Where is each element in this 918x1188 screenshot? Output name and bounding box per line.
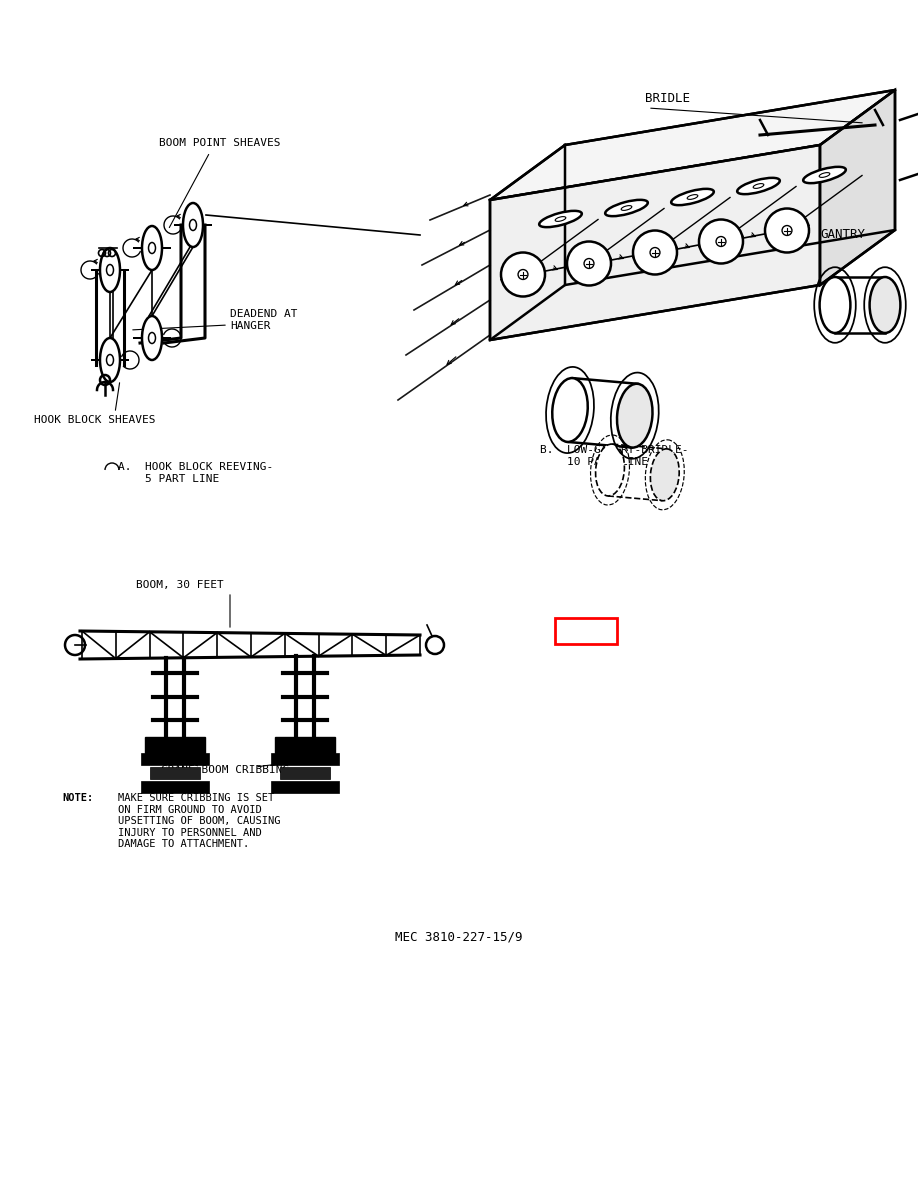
Text: CRANE BOOM CRIBBING: CRANE BOOM CRIBBING	[161, 765, 289, 775]
Polygon shape	[490, 90, 895, 200]
Text: BRIDLE: BRIDLE	[645, 91, 690, 105]
Ellipse shape	[100, 339, 120, 383]
Bar	[271, 781, 339, 794]
Ellipse shape	[189, 220, 196, 230]
Ellipse shape	[149, 242, 155, 253]
Bar	[555, 618, 617, 644]
Ellipse shape	[149, 333, 155, 343]
Bar	[275, 737, 335, 753]
Bar	[141, 781, 209, 794]
Ellipse shape	[699, 220, 743, 264]
Bar	[150, 767, 200, 779]
Text: MEC 3810-227-15/9: MEC 3810-227-15/9	[396, 930, 522, 943]
Ellipse shape	[596, 444, 624, 495]
Bar	[271, 753, 339, 765]
Ellipse shape	[100, 248, 120, 292]
Ellipse shape	[820, 277, 850, 333]
Ellipse shape	[716, 236, 726, 246]
Text: NOTE:: NOTE:	[62, 794, 94, 803]
Polygon shape	[490, 145, 820, 340]
Ellipse shape	[605, 200, 648, 216]
Ellipse shape	[782, 226, 792, 235]
Ellipse shape	[518, 270, 528, 279]
Text: MAKE SURE CRIBBING IS SET
ON FIRM GROUND TO AVOID
UPSETTING OF BOOM, CAUSING
INJ: MAKE SURE CRIBBING IS SET ON FIRM GROUND…	[118, 794, 281, 849]
Ellipse shape	[553, 378, 588, 442]
Ellipse shape	[737, 178, 779, 194]
Text: B.  LOW-GANTRY-BRIDLE-
    10 PART LINE: B. LOW-GANTRY-BRIDLE- 10 PART LINE	[540, 446, 688, 467]
Ellipse shape	[688, 195, 698, 200]
Ellipse shape	[650, 449, 679, 500]
Ellipse shape	[650, 247, 660, 258]
Text: A.  HOOK BLOCK REEVING-
    5 PART LINE: A. HOOK BLOCK REEVING- 5 PART LINE	[118, 462, 274, 484]
Bar	[145, 737, 205, 753]
Ellipse shape	[106, 354, 114, 366]
Ellipse shape	[803, 166, 845, 183]
Ellipse shape	[539, 210, 582, 227]
Text: DEADEND AT
HANGER: DEADEND AT HANGER	[230, 309, 297, 330]
Ellipse shape	[142, 316, 162, 360]
Ellipse shape	[142, 226, 162, 270]
Polygon shape	[820, 90, 895, 285]
Text: HOOK BLOCK SHEAVES: HOOK BLOCK SHEAVES	[34, 415, 156, 425]
Ellipse shape	[183, 203, 203, 247]
Ellipse shape	[633, 230, 677, 274]
Ellipse shape	[584, 259, 594, 268]
Text: BOOM POINT SHEAVES: BOOM POINT SHEAVES	[159, 138, 281, 148]
Ellipse shape	[501, 253, 545, 297]
Ellipse shape	[753, 184, 764, 189]
Ellipse shape	[621, 206, 632, 210]
Text: GANTRY: GANTRY	[820, 228, 865, 241]
Ellipse shape	[869, 277, 901, 333]
Ellipse shape	[106, 265, 114, 276]
Ellipse shape	[671, 189, 714, 206]
Ellipse shape	[555, 216, 565, 221]
Bar	[280, 767, 330, 779]
Text: BOOM, 30 FEET: BOOM, 30 FEET	[136, 580, 224, 590]
Ellipse shape	[567, 241, 611, 285]
Bar	[141, 753, 209, 765]
Ellipse shape	[819, 172, 830, 177]
Ellipse shape	[765, 209, 809, 253]
Ellipse shape	[617, 384, 653, 448]
